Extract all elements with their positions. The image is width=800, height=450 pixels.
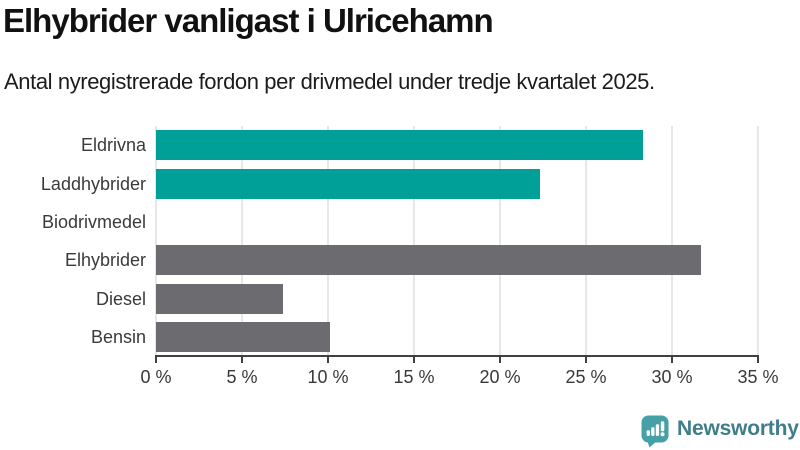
gridline xyxy=(499,126,501,355)
x-axis-tick xyxy=(327,357,329,363)
chart-subtitle: Antal nyregistrerade fordon per drivmede… xyxy=(4,69,655,94)
x-axis-tick-label: 15 % xyxy=(393,367,435,387)
chart-title: Elhybrider vanligast i Ulricehamn xyxy=(3,2,494,39)
x-axis-tick xyxy=(155,357,157,363)
bar xyxy=(156,321,330,352)
bar-label: Eldrivna xyxy=(80,135,146,156)
x-axis-tick-label: 20 % xyxy=(479,367,521,387)
bar xyxy=(156,130,643,161)
bar-label: Diesel xyxy=(95,288,146,309)
x-axis-tick-label: 0 % xyxy=(140,367,172,387)
x-axis-tick-label: 10 % xyxy=(307,367,349,387)
x-axis-tick-label: 30 % xyxy=(651,367,693,387)
x-axis-tick xyxy=(585,357,587,363)
x-axis-tick xyxy=(499,357,501,363)
x-axis-tick xyxy=(413,357,415,363)
x-axis-line xyxy=(155,355,759,357)
brand-wordmark: Newsworthy xyxy=(677,417,799,440)
gridline xyxy=(241,126,243,355)
x-axis-tick xyxy=(241,357,243,363)
newsworthy-chart-bubble-icon xyxy=(641,415,669,448)
gridline xyxy=(327,126,329,355)
x-axis-tick xyxy=(671,357,673,363)
gridline xyxy=(413,126,415,355)
bar xyxy=(156,283,284,314)
gridline xyxy=(585,126,587,355)
x-axis-tick xyxy=(757,357,759,363)
bar-label: Bensin xyxy=(90,326,146,347)
gridline xyxy=(671,126,673,355)
x-axis-tick-label: 35 % xyxy=(737,367,779,387)
bar-label: Elhybrider xyxy=(64,250,146,271)
bar-label: Laddhybrider xyxy=(40,173,146,194)
gridline xyxy=(155,126,157,355)
x-axis-tick-label: 25 % xyxy=(565,367,607,387)
gridline xyxy=(757,126,759,355)
x-axis-tick-label: 5 % xyxy=(226,367,258,387)
bar xyxy=(156,245,702,276)
bar xyxy=(156,168,540,199)
bar-label: Biodrivmedel xyxy=(41,211,146,232)
